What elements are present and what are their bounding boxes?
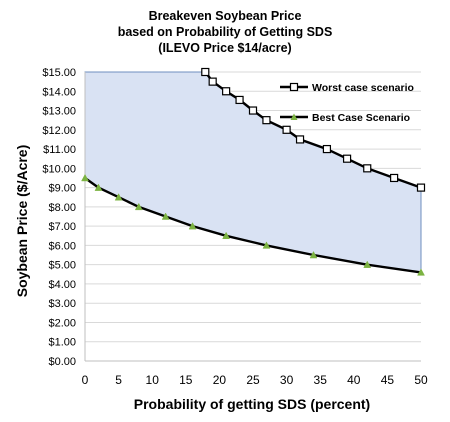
y-tick-label: $11.00 — [43, 144, 76, 156]
worst-case-point — [248, 106, 258, 115]
worst-case-point — [342, 154, 352, 163]
y-tick-label: $4.00 — [48, 279, 76, 291]
y-tick-label: $7.00 — [48, 221, 76, 233]
worst-case-point — [322, 144, 332, 154]
worst-case-point — [416, 183, 426, 192]
worst-case-point — [208, 77, 217, 86]
x-tick-label: 25 — [246, 373, 260, 387]
best-case-point — [222, 231, 231, 240]
y-axis-label: Soybean Price ($/Acre) — [14, 145, 30, 298]
legend: Worst case scenario Best Case Scenario — [280, 82, 414, 124]
x-tick-label: 50 — [414, 373, 428, 387]
chart-title-line-1: Breakeven Soybean Price — [148, 9, 302, 23]
worst-case-point — [262, 116, 271, 125]
y-tick-label: $9.00 — [48, 183, 76, 195]
chart-title-line-2: based on Probability of Getting SDS — [117, 25, 333, 39]
worst-case-point — [363, 164, 372, 173]
best-case-point — [309, 251, 318, 259]
x-tick-label: 10 — [146, 373, 160, 387]
best-case-point — [134, 202, 143, 211]
best-case-point — [94, 183, 103, 191]
y-tick-label: $1.00 — [48, 337, 76, 349]
axes — [84, 72, 421, 362]
worst-case-point — [295, 135, 305, 144]
best-case-point — [188, 222, 197, 230]
legend-best-marker — [290, 113, 298, 120]
best-case-point — [262, 241, 271, 249]
x-tick-label: 45 — [381, 373, 395, 387]
y-tick-label: $12.00 — [42, 125, 76, 137]
best-case-point — [161, 212, 170, 220]
x-tick-label: 5 — [115, 373, 122, 387]
legend-worst-label: Worst case scenario — [312, 82, 414, 94]
x-axis-label: Probability of getting SDS (percent) — [134, 396, 370, 412]
x-tick-label: 20 — [213, 373, 227, 387]
best-case-point — [363, 260, 372, 268]
legend-best-label: Best Case Scenario — [312, 112, 410, 124]
legend-worst-marker — [289, 82, 299, 92]
best-case-point — [81, 173, 89, 182]
x-tick-label: 40 — [347, 373, 361, 387]
best-case-point — [417, 268, 425, 276]
y-tick-label: $5.00 — [48, 260, 76, 272]
y-tick-label: $3.00 — [48, 298, 76, 310]
y-tick-label: $6.00 — [48, 240, 76, 252]
x-tick-label: 30 — [280, 373, 294, 387]
worst-case-point — [201, 67, 210, 77]
y-tick-labels: $0.00 $1.00 $2.00 $3.00 $4.00 $5.00 $6.00 $7.00… — [42, 67, 76, 368]
x-tick-labels: 0 5 10 15 20 25 30 35 40 45 50 — [82, 373, 428, 387]
y-tick-label: $10.00 — [42, 163, 76, 175]
y-tick-label: $13.00 — [42, 106, 76, 118]
chart-title-line-3: (ILEVO Price $14/acre) — [158, 41, 292, 55]
x-tick-label: 15 — [179, 373, 193, 387]
y-tick-label: $2.00 — [48, 317, 76, 329]
x-tick-label: 0 — [82, 373, 89, 387]
worst-case-point — [282, 125, 291, 134]
series-markers — [81, 67, 426, 276]
y-tick-label: $0.00 — [48, 356, 76, 368]
y-tick-label: $15.00 — [42, 67, 76, 79]
y-tick-label: $14.00 — [42, 86, 76, 98]
worst-case-point — [390, 173, 399, 183]
worst-case-point — [222, 87, 231, 96]
y-tick-label: $8.00 — [48, 202, 76, 214]
worst-case-point — [235, 95, 244, 105]
best-case-point — [114, 193, 123, 201]
x-tick-label: 35 — [314, 373, 328, 387]
